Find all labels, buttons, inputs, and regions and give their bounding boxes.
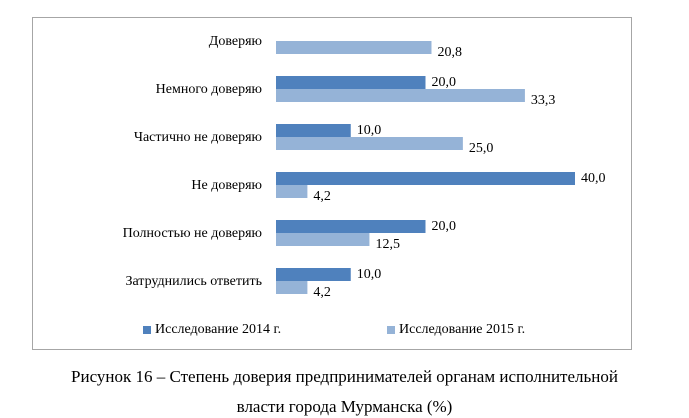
data-label: 25,0 xyxy=(469,141,494,156)
category-label: Не доверяю xyxy=(191,178,262,193)
data-label: 10,0 xyxy=(357,123,382,138)
category-label: Затруднились ответить xyxy=(125,274,262,289)
legend-item-2014: Исследование 2014 г. xyxy=(143,322,281,338)
chart-frame xyxy=(32,17,632,350)
bar-2014 xyxy=(276,124,351,137)
data-label: 4,2 xyxy=(313,285,331,300)
bar-2014 xyxy=(276,220,426,233)
legend-label-2015: Исследование 2015 г. xyxy=(399,322,526,337)
legend-swatch-2015 xyxy=(387,326,395,334)
data-label: 10,0 xyxy=(357,267,382,282)
category-label: Полностью не доверяю xyxy=(123,226,262,241)
category-label: Немного доверяю xyxy=(156,82,262,97)
legend-swatch-2014 xyxy=(143,326,151,334)
bar-2015 xyxy=(276,233,370,246)
bar-2014 xyxy=(276,76,426,89)
data-label: 20,8 xyxy=(437,45,462,60)
legend-label-2014: Исследование 2014 г. xyxy=(155,322,282,337)
data-label: 4,2 xyxy=(313,189,331,204)
figure-caption-line2: власти города Мурманска (%) xyxy=(236,397,453,416)
data-label: 20,0 xyxy=(432,75,457,90)
data-label: 40,0 xyxy=(581,171,606,186)
bar-2014 xyxy=(276,172,575,185)
bar-2015 xyxy=(276,137,463,150)
data-label: 20,0 xyxy=(432,219,457,234)
category-label: Доверяю xyxy=(209,34,262,49)
bar-2015 xyxy=(276,185,308,198)
figure-caption-line1: Рисунок 16 – Степень доверия предпринима… xyxy=(71,367,618,386)
data-label: 33,3 xyxy=(531,93,556,108)
data-label: 12,5 xyxy=(375,237,400,252)
bar-2014 xyxy=(276,268,351,281)
category-label: Частично не доверяю xyxy=(134,130,262,145)
bar-2015 xyxy=(276,281,308,294)
legend-item-2015: Исследование 2015 г. xyxy=(387,322,525,338)
bar-2015 xyxy=(276,89,525,102)
bar-2015 xyxy=(276,41,432,54)
